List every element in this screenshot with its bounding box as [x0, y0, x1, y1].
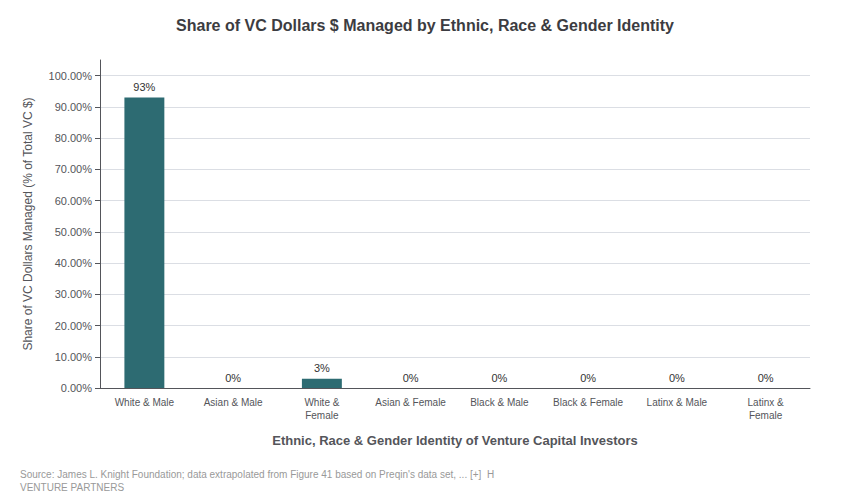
svg-text:Asian & Male: Asian & Male [204, 397, 263, 408]
svg-text:Latinx &: Latinx & [748, 397, 784, 408]
svg-text:100.00%: 100.00% [49, 70, 93, 82]
svg-text:Ethnic, Race & Gender Identity: Ethnic, Race & Gender Identity of Ventur… [272, 433, 638, 448]
svg-text:0%: 0% [403, 372, 419, 384]
svg-text:50.00%: 50.00% [55, 226, 93, 238]
svg-text:Asian & Female: Asian & Female [375, 397, 446, 408]
svg-text:10.00%: 10.00% [55, 351, 93, 363]
svg-text:Latinx & Male: Latinx & Male [647, 397, 708, 408]
svg-text:40.00%: 40.00% [55, 257, 93, 269]
svg-text:Source: James L. Knight Founda: Source: James L. Knight Foundation; data… [20, 469, 494, 480]
svg-text:0%: 0% [491, 372, 507, 384]
svg-text:White &: White & [304, 397, 339, 408]
svg-text:0.00%: 0.00% [61, 382, 92, 394]
svg-text:White & Male: White & Male [115, 397, 175, 408]
svg-text:20.00%: 20.00% [55, 320, 93, 332]
svg-text:70.00%: 70.00% [55, 163, 93, 175]
svg-text:80.00%: 80.00% [55, 132, 93, 144]
svg-text:Share of VC Dollars $ Managed: Share of VC Dollars $ Managed by Ethnic,… [176, 17, 674, 34]
svg-text:Female: Female [749, 410, 783, 421]
svg-text:60.00%: 60.00% [55, 195, 93, 207]
svg-text:Black & Female: Black & Female [553, 397, 623, 408]
svg-text:0%: 0% [758, 372, 774, 384]
svg-text:0%: 0% [225, 372, 241, 384]
svg-text:90.00%: 90.00% [55, 101, 93, 113]
svg-text:0%: 0% [669, 372, 685, 384]
svg-text:Female: Female [305, 410, 339, 421]
svg-text:93%: 93% [133, 81, 155, 93]
svg-text:VENTURE PARTNERS: VENTURE PARTNERS [20, 482, 124, 493]
svg-text:Black & Male: Black & Male [470, 397, 529, 408]
svg-text:3%: 3% [314, 362, 330, 374]
svg-text:Share of VC Dollars Managed (%: Share of VC Dollars Managed (% of Total … [21, 97, 35, 350]
svg-text:30.00%: 30.00% [55, 288, 93, 300]
svg-text:0%: 0% [580, 372, 596, 384]
